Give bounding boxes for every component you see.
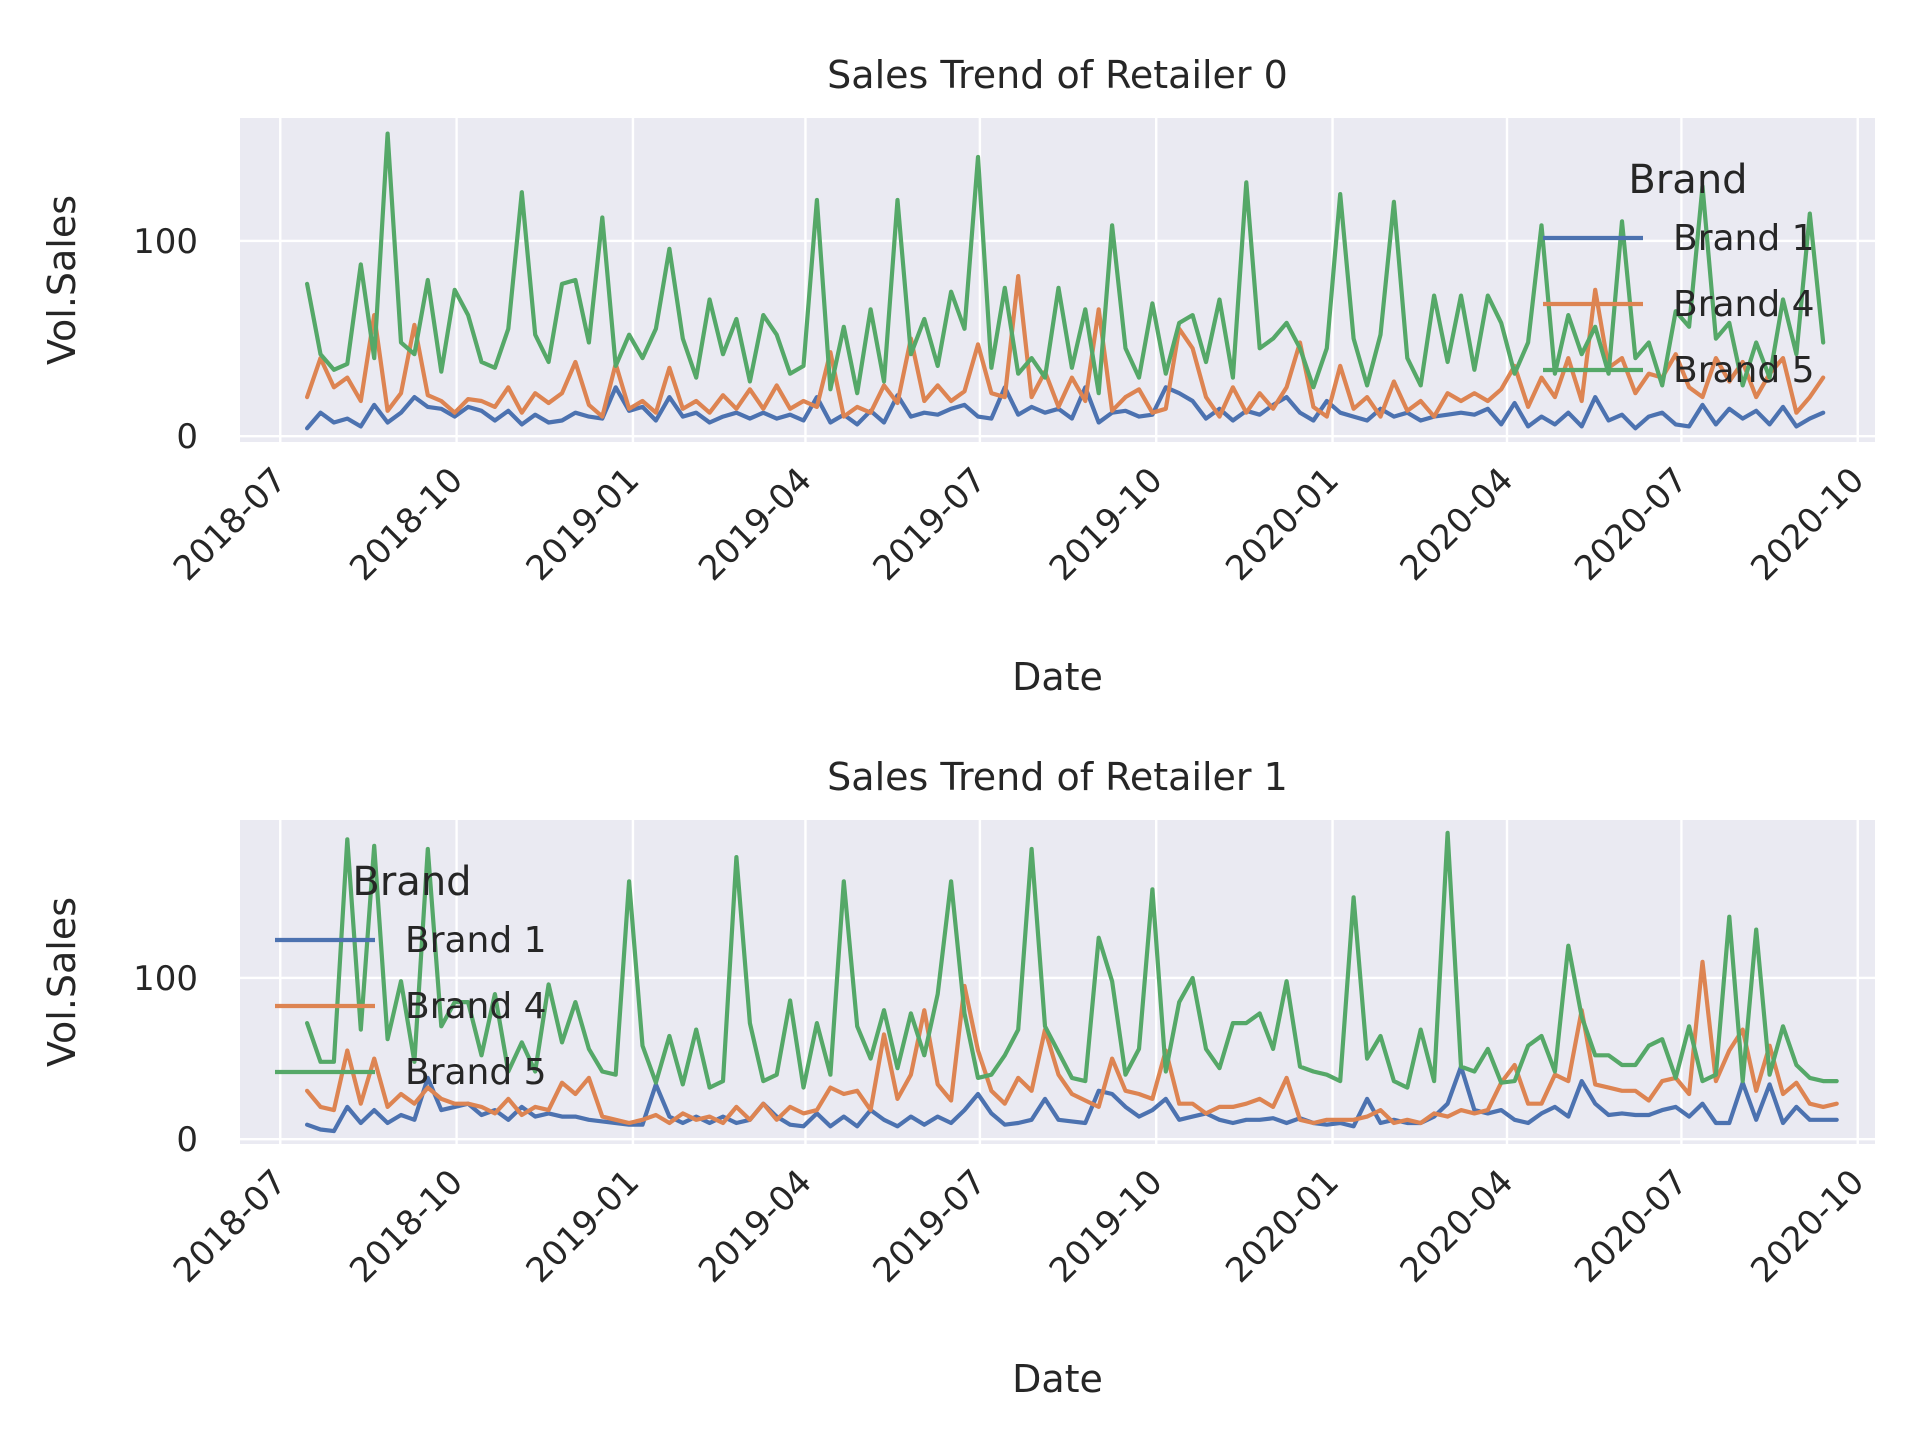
legend: Brand Brand 1 Brand 4 Brand 5 [1543,157,1815,391]
x-tick-label: 2020-04 [1393,460,1522,589]
legend-item-label: Brand 1 [1673,218,1815,259]
series-line-brand-5 [305,830,1839,1090]
x-tick-label: 2018-10 [342,1162,471,1291]
legend-title: Brand [1628,157,1747,203]
legend-item-label: Brand 4 [405,986,547,1027]
series-line-brand-5 [305,131,1826,396]
x-tick-label: 2018-07 [166,460,295,589]
plot-area [240,820,1875,1144]
x-tick-label: 2020-07 [1567,1162,1696,1291]
chart-title: Sales Trend of Retailer 1 [827,755,1288,799]
y-tick-label: 100 [133,959,198,999]
x-tick-label: 2020-07 [1567,460,1696,589]
x-tick-label: 2020-01 [1218,1162,1347,1291]
legend-item-label: Brand 4 [1673,284,1815,325]
chart-panel-1: 2018-07 2018-10 2019-01 2019-04 2019-07 2019-… [40,755,1875,1401]
y-tick-label: 0 [176,417,198,457]
x-tick-label: 2020-01 [1218,460,1347,589]
series-line-brand-1 [305,1064,1839,1134]
x-tick-label: 2020-10 [1743,1162,1872,1291]
series-line-brand-4 [305,274,1826,419]
chart-panel-0: 2018-07 2018-10 2019-01 2019-04 2019-07 2019-… [40,53,1875,699]
chart-title: Sales Trend of Retailer 0 [827,53,1288,97]
x-tick-label: 2019-04 [691,460,820,589]
x-tick-label: 2019-01 [519,460,648,589]
legend: Brand Brand 1 Brand 4 Brand 5 [275,859,547,1093]
legend-item-label: Brand 5 [1673,350,1815,391]
x-tick-label: 2019-10 [1042,1162,1171,1291]
y-axis-label: Vol.Sales [40,195,84,365]
x-tick-label: 2018-10 [342,460,471,589]
x-tick-label: 2019-01 [519,1162,648,1291]
x-tick-label: 2019-10 [1042,460,1171,589]
x-tick-label: 2019-04 [691,1162,820,1291]
x-tick-label: 2020-04 [1393,1162,1522,1291]
y-axis-label: Vol.Sales [40,897,84,1067]
x-tick-label: 2019-07 [865,1162,994,1291]
y-tick-label: 0 [176,1120,198,1160]
legend-item-label: Brand 1 [405,920,547,961]
x-tick-label: 2020-10 [1743,460,1872,589]
y-tick-label: 100 [133,222,198,262]
x-tick-label: 2019-07 [865,460,994,589]
x-axis-label: Date [1012,655,1103,699]
legend-title: Brand [352,859,471,905]
x-axis-label: Date [1012,1357,1103,1401]
x-tick-label: 2018-07 [166,1162,295,1291]
series-line-brand-1 [305,385,1826,431]
legend-item-label: Brand 5 [405,1052,547,1093]
